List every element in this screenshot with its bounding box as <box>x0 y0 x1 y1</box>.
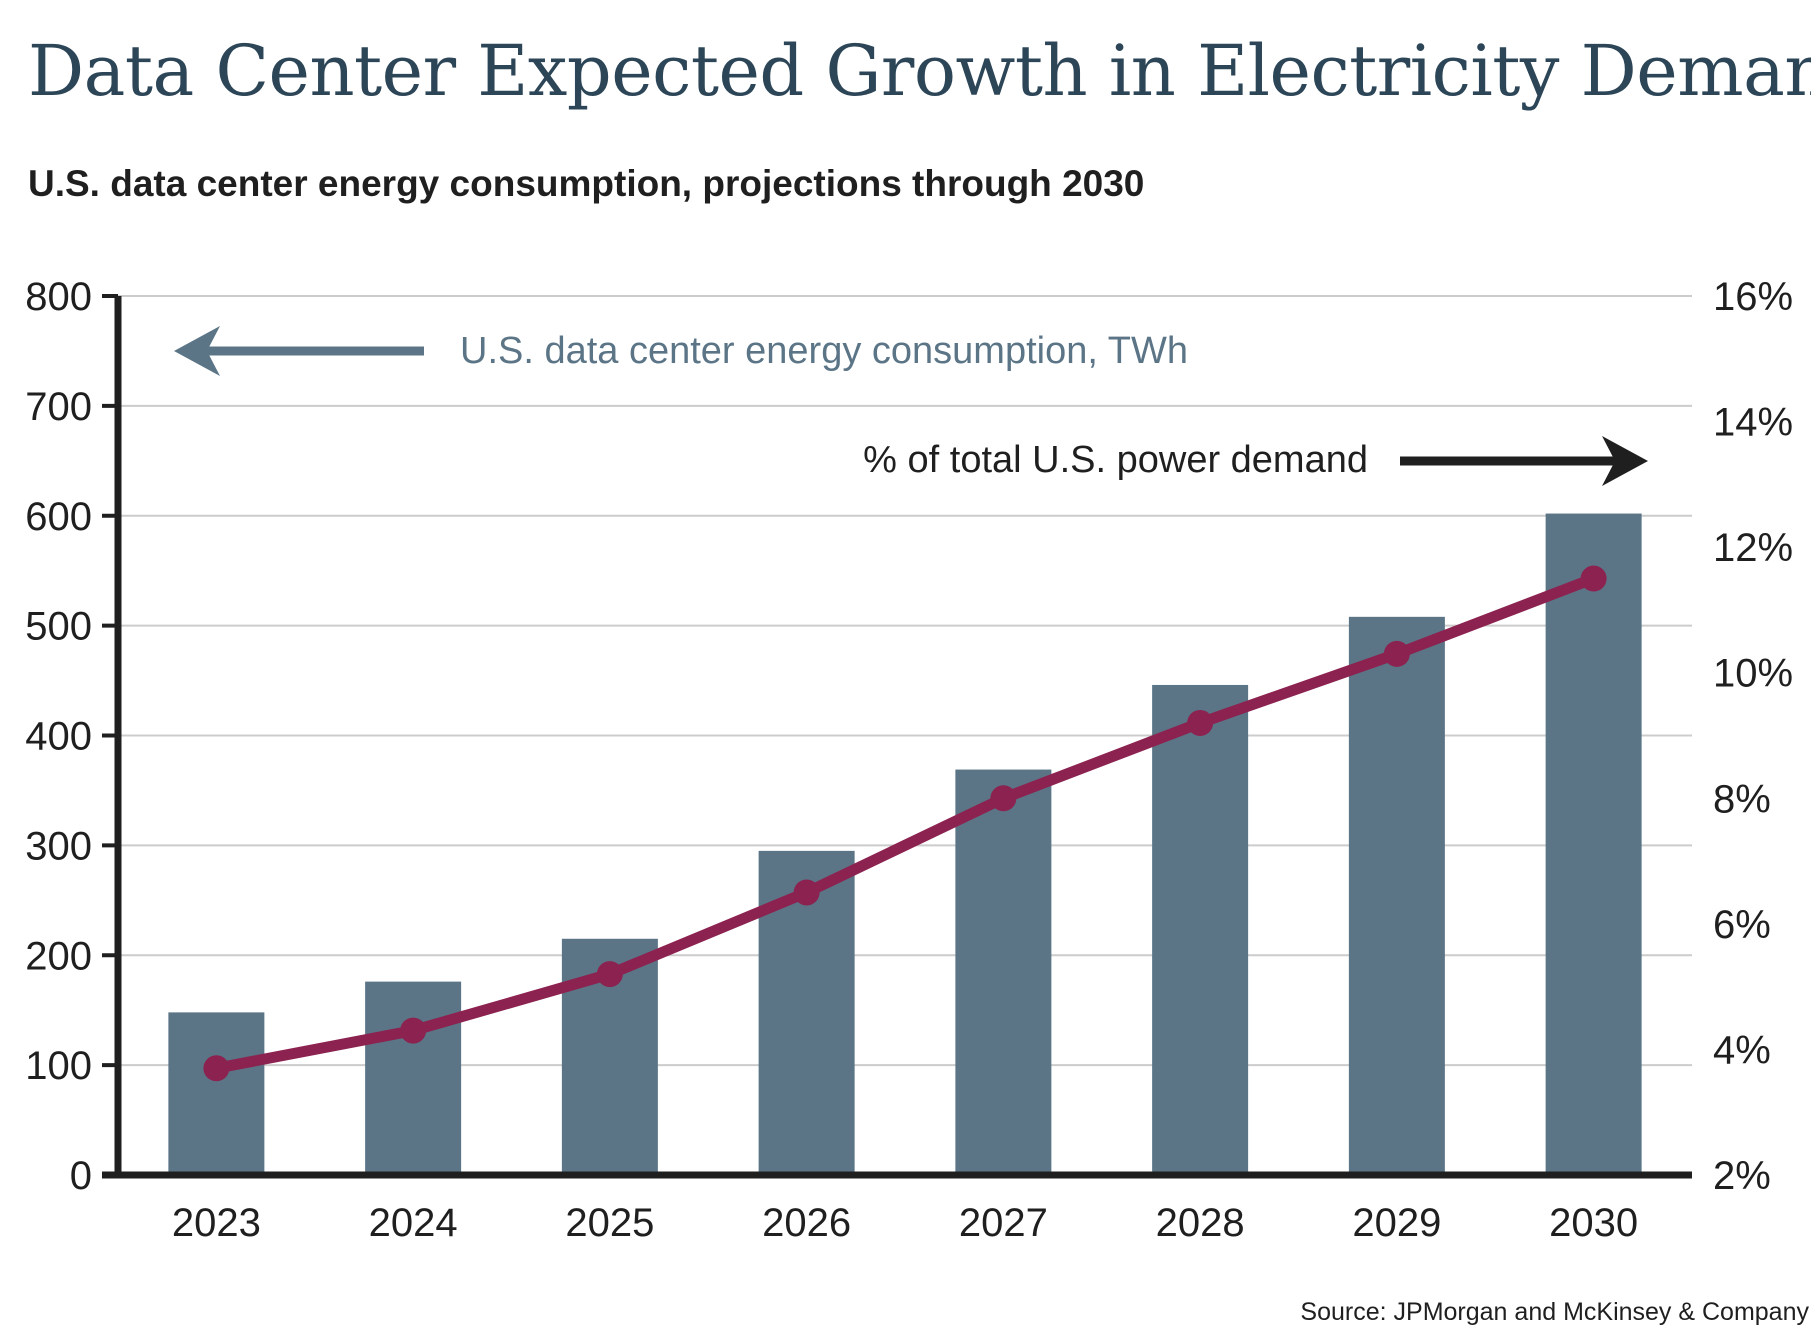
line-point-2029 <box>1383 640 1410 667</box>
bar-2023 <box>168 1012 265 1175</box>
left-tick-label: 100 <box>25 1044 92 1088</box>
source-note: Source: JPMorgan and McKinsey & Company <box>1300 1298 1809 1326</box>
left-tick-label: 600 <box>25 495 92 539</box>
x-tick-label: 2026 <box>762 1201 851 1245</box>
annotations: U.S. data center energy consumption, TWh… <box>174 326 1648 486</box>
line-point-2025 <box>596 961 623 988</box>
bar-2024 <box>365 981 462 1175</box>
bar-2027 <box>955 769 1052 1175</box>
right-tick-label: 10% <box>1713 652 1793 696</box>
left-tick-label: 700 <box>25 385 92 429</box>
line-point-2026 <box>793 879 820 906</box>
x-tick-label: 2024 <box>369 1201 458 1245</box>
right-tick-label: 8% <box>1713 777 1771 821</box>
left-tick-label: 0 <box>70 1154 92 1198</box>
line-point-2028 <box>1187 709 1214 736</box>
x-tick-label: 2023 <box>172 1201 261 1245</box>
bar-2029 <box>1348 616 1445 1175</box>
left-tick-label: 800 <box>25 275 92 319</box>
right-arrow-icon <box>1400 436 1648 486</box>
bar-2030 <box>1545 513 1642 1175</box>
x-tick-label: 2030 <box>1549 1201 1638 1245</box>
bar-2028 <box>1152 684 1249 1175</box>
right-axis-annotation: % of total U.S. power demand <box>863 439 1368 481</box>
tick-labels: 0 100 200 300 400 500 600 700 800 2% 4% 6% 8% 10% 12% 1… <box>25 275 1793 1245</box>
gridlines <box>118 295 1692 1067</box>
x-tick-label: 2027 <box>959 1201 1048 1245</box>
left-tick-label: 300 <box>25 824 92 868</box>
line-point-2023 <box>203 1055 230 1082</box>
chart-subtitle: U.S. data center energy consumption, pro… <box>28 163 1145 204</box>
x-tick-label: 2029 <box>1352 1201 1441 1245</box>
line-point-2024 <box>400 1017 427 1044</box>
line-series <box>203 565 1607 1082</box>
right-tick-label: 12% <box>1713 526 1793 570</box>
right-tick-label: 16% <box>1713 275 1793 319</box>
x-tick-label: 2028 <box>1156 1201 1245 1245</box>
right-tick-label: 2% <box>1713 1154 1771 1198</box>
line-point-2027 <box>990 785 1017 812</box>
right-tick-label: 6% <box>1713 903 1771 947</box>
left-arrow-icon <box>174 326 424 376</box>
percent-line <box>215 573 1596 1074</box>
right-tick-label: 4% <box>1713 1028 1771 1072</box>
x-tick-label: 2025 <box>565 1201 654 1245</box>
bars <box>168 513 1642 1175</box>
line-point-2030 <box>1580 565 1607 592</box>
right-tick-label: 14% <box>1713 401 1793 445</box>
left-axis-annotation: U.S. data center energy consumption, TWh <box>460 330 1188 372</box>
chart-title: Data Center Expected Growth in Electrici… <box>28 30 1811 112</box>
left-tick-label: 400 <box>25 715 92 759</box>
left-tick-label: 200 <box>25 934 92 978</box>
axes <box>102 294 1692 1179</box>
left-tick-label: 500 <box>25 605 92 649</box>
